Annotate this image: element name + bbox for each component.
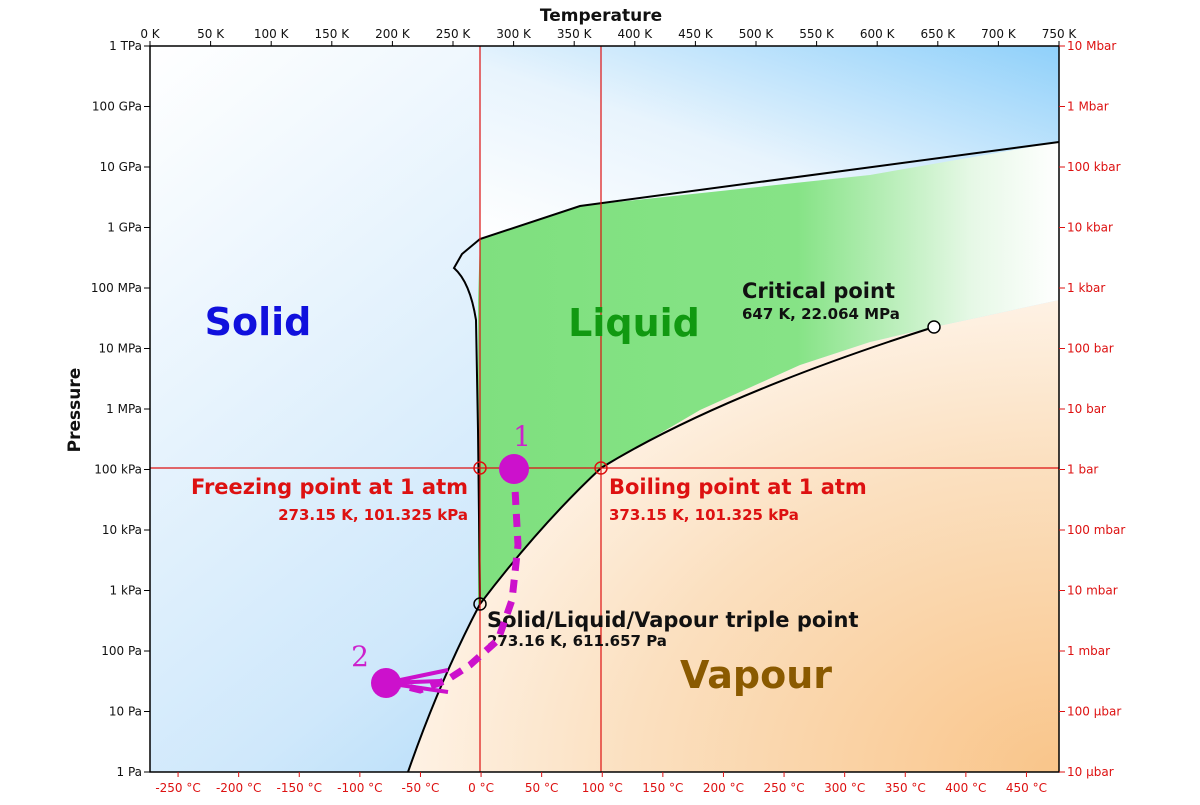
freezing-point-marker <box>473 461 487 475</box>
kelvin-tick-label: 200 K <box>375 27 411 41</box>
celsius-tick-label: 200 °C <box>703 781 744 795</box>
solid-label: Solid <box>205 300 312 344</box>
state-point-1 <box>499 454 529 484</box>
bar-tick-label: 10 Mbar <box>1067 39 1116 53</box>
pascal-tick-label: 100 GPa <box>92 100 142 114</box>
kelvin-tick-label: 400 K <box>618 27 654 41</box>
boiling-point-values: 373.15 K, 101.325 kPa <box>609 506 799 524</box>
pascal-tick-label: 10 GPa <box>100 160 142 174</box>
celsius-tick-label: 350 °C <box>885 781 926 795</box>
pascal-tick-label: 100 kPa <box>94 463 142 477</box>
temperature-axis-title: Temperature <box>540 6 662 26</box>
bar-tick-label: 100 mbar <box>1067 523 1125 537</box>
kelvin-tick-label: 300 K <box>496 27 532 41</box>
celsius-tick-label: 50 °C <box>525 781 558 795</box>
pascal-tick-label: 1 TPa <box>109 39 142 53</box>
kelvin-tick-label: 600 K <box>860 27 896 41</box>
bar-tick-label: 1 Mbar <box>1067 100 1109 114</box>
celsius-tick-label: 400 °C <box>945 781 986 795</box>
pascal-tick-label: 100 Pa <box>101 644 142 658</box>
pascal-tick-label: 1 MPa <box>106 402 142 416</box>
bar-tick-label: 1 bar <box>1067 463 1098 477</box>
kelvin-tick-label: 50 K <box>197 27 225 41</box>
pascal-tick-label: 10 kPa <box>102 523 142 537</box>
bar-tick-label: 10 mbar <box>1067 584 1118 598</box>
kelvin-tick-label: 650 K <box>921 27 957 41</box>
celsius-tick-label: 100 °C <box>582 781 623 795</box>
kelvin-tick-label: 0 K <box>140 27 160 41</box>
bar-tick-label: 100 kbar <box>1067 160 1121 174</box>
kelvin-tick-label: 550 K <box>799 27 835 41</box>
kelvin-tick-label: 150 K <box>315 27 351 41</box>
triple-point-title: Solid/Liquid/Vapour triple point <box>487 608 859 632</box>
bar-tick-label: 10 bar <box>1067 402 1106 416</box>
pascal-tick-label: 1 Pa <box>117 765 143 779</box>
pascal-tick-label: 10 Pa <box>109 705 142 719</box>
celsius-tick-label: 0 °C <box>468 781 494 795</box>
critical-point-marker <box>927 320 941 334</box>
pascal-tick-label: 1 kPa <box>110 584 142 598</box>
celsius-tick-label: -150 °C <box>277 781 322 795</box>
state-point-2-label: 2 <box>351 640 369 673</box>
boiling-point-marker <box>594 461 608 475</box>
kelvin-tick-label: 100 K <box>254 27 290 41</box>
kelvin-axis: 0 K 50 K 100 K 150 K 200 K 250 K 300 K 350 K 400… <box>140 27 1077 46</box>
bar-tick-label: 10 kbar <box>1067 221 1113 235</box>
pascal-tick-label: 10 MPa <box>99 342 143 356</box>
celsius-tick-label: -200 °C <box>216 781 261 795</box>
celsius-tick-label: 250 °C <box>764 781 805 795</box>
melting-curve <box>452 141 1060 605</box>
triple-point-marker <box>473 597 487 611</box>
celsius-tick-label: -100 °C <box>337 781 382 795</box>
bar-axis: 10 Mbar 1 Mbar 100 kbar 10 kbar 1 kbar 100 ba… <box>1059 39 1125 779</box>
liquid-region-fill <box>478 142 1059 604</box>
pascal-tick-label: 1 GPa <box>107 221 142 235</box>
celsius-axis: -250 °C -200 °C -150 °C -100 °C -50 °C 0 °C 50… <box>155 772 1047 795</box>
boiling-point-title: Boiling point at 1 atm <box>609 475 867 499</box>
pascal-tick-label: 100 MPa <box>91 281 142 295</box>
vapour-label: Vapour <box>680 653 832 697</box>
state-point-1-label: 1 <box>513 420 531 453</box>
bar-tick-label: 100 µbar <box>1067 705 1121 719</box>
bar-tick-label: 10 µbar <box>1067 765 1114 779</box>
pressure-axis-title: Pressure <box>65 368 85 453</box>
celsius-tick-label: 150 °C <box>642 781 683 795</box>
freezing-point-values: 273.15 K, 101.325 kPa <box>278 506 468 524</box>
celsius-tick-label: -250 °C <box>155 781 200 795</box>
pascal-axis: 1 TPa 100 GPa 10 GPa 1 GPa 100 MPa 10 MPa 1 MP… <box>91 39 150 779</box>
kelvin-tick-label: 750 K <box>1042 27 1078 41</box>
critical-point-values: 647 K, 22.064 MPa <box>742 305 900 323</box>
bar-tick-label: 1 mbar <box>1067 644 1110 658</box>
critical-point-title: Critical point <box>742 279 895 303</box>
kelvin-tick-label: 350 K <box>557 27 593 41</box>
bar-tick-label: 1 kbar <box>1067 281 1105 295</box>
triple-point-values: 273.16 K, 611.657 Pa <box>487 632 667 650</box>
kelvin-tick-label: 450 K <box>678 27 714 41</box>
vapour-region-fill <box>408 300 1059 772</box>
bar-tick-label: 100 bar <box>1067 342 1114 356</box>
celsius-tick-label: 300 °C <box>824 781 865 795</box>
celsius-tick-label: 450 °C <box>1006 781 1047 795</box>
kelvin-tick-label: 700 K <box>981 27 1017 41</box>
celsius-tick-label: -50 °C <box>402 781 440 795</box>
freezing-point-title: Freezing point at 1 atm <box>191 475 468 499</box>
supercritical-region-fill <box>480 46 1059 239</box>
liquid-label: Liquid <box>568 301 700 345</box>
state-point-2 <box>371 668 401 698</box>
kelvin-tick-label: 250 K <box>436 27 472 41</box>
kelvin-tick-label: 500 K <box>739 27 775 41</box>
